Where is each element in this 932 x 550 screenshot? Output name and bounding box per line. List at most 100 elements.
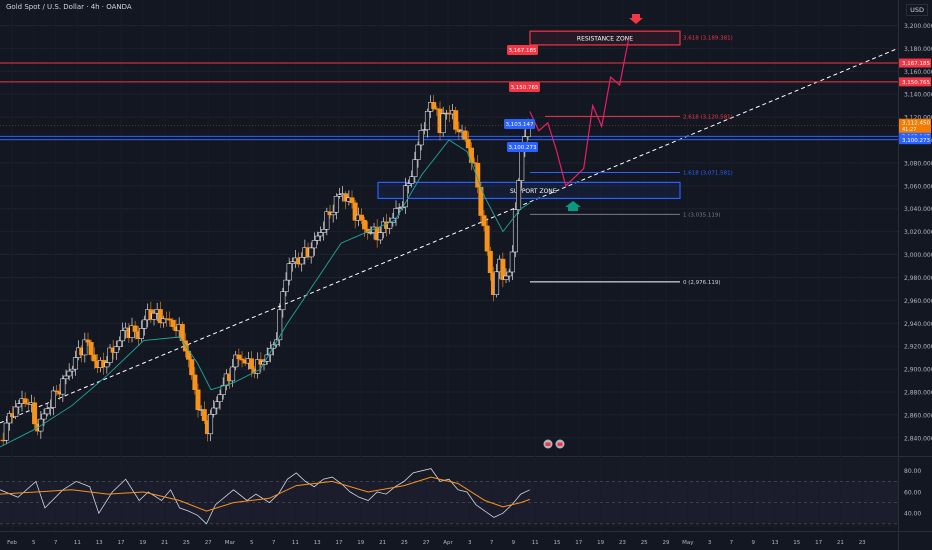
candle-body [66, 370, 72, 377]
time-tick-label: Feb [7, 540, 17, 546]
calendar-event-icon-flag [557, 442, 563, 446]
candle-body [230, 366, 236, 382]
chart-price-tag [509, 82, 540, 92]
currency-label: USD [906, 4, 928, 16]
candle-body [208, 414, 214, 435]
candle-body [220, 385, 226, 395]
time-tick-label: 11 [74, 540, 81, 546]
rsi-tick-label: 60.00 [904, 489, 921, 496]
candle-body [330, 212, 336, 216]
candle-body [516, 180, 522, 210]
chart-price-tag [507, 45, 538, 55]
candle-body [189, 359, 195, 376]
candle-body [506, 271, 512, 277]
time-tick-label: 17 [336, 540, 343, 546]
candle-body [336, 194, 342, 197]
candle-body [311, 240, 317, 249]
candle-body [157, 309, 163, 324]
candle-body [283, 279, 289, 292]
time-tick-label: 3 [468, 540, 472, 546]
time-tick-label: May [682, 540, 694, 546]
candle-body [201, 409, 207, 421]
candle-body [255, 359, 261, 374]
candle-body [6, 413, 12, 424]
candle-body [412, 159, 418, 177]
candle-body [409, 176, 415, 184]
price-tick-label: 2,960.000 [904, 298, 932, 305]
rsi-tick-label: 40.00 [904, 511, 921, 518]
candle-body [277, 309, 283, 341]
candle-body [358, 214, 364, 221]
candle-body [0, 439, 6, 442]
time-tick-label: 25 [641, 540, 648, 546]
candle-body [462, 130, 468, 140]
candle-body [475, 162, 481, 188]
projected-path [529, 39, 630, 187]
time-tick-label: 29 [663, 540, 670, 546]
time-tick-label: 7 [730, 540, 734, 546]
support-zone [377, 181, 681, 200]
price-tick-label: 3,060.000 [904, 183, 932, 190]
candle-body [509, 251, 515, 273]
candle-body [113, 346, 119, 353]
fib-level-label: 1.618 (3,071.581) [683, 171, 733, 177]
time-tick-label: 17 [118, 540, 125, 546]
time-tick-label: 13 [96, 540, 103, 546]
candle-body [138, 328, 144, 339]
candle-body [41, 413, 47, 420]
candle-body [333, 196, 339, 213]
candle-body [440, 113, 446, 134]
axis-price-badge [899, 135, 931, 145]
candle-body [424, 111, 430, 130]
candle-body [54, 390, 60, 393]
fib-level-label: 0 (2,976.119) [683, 280, 721, 286]
time-tick-label: 19 [139, 540, 146, 546]
chart-price-tag-label: 3,167.185 [509, 48, 537, 54]
chart-price-tag-label: 3,150.765 [511, 85, 539, 91]
candle-body [211, 407, 217, 415]
time-tick-label: 21 [161, 540, 168, 546]
axis-price-badge-label: 3,167.185 [902, 61, 930, 67]
time-tick-label: 27 [423, 540, 430, 546]
candle-body [170, 319, 176, 328]
candle-body [151, 312, 157, 320]
candle-body [116, 340, 122, 347]
price-tick-label: 3,120.000 [904, 115, 932, 122]
time-tick-label: 5 [32, 540, 36, 546]
candle-body [239, 358, 245, 361]
time-tick-label: 11 [292, 540, 299, 546]
candle-body [72, 357, 78, 370]
candle-body [503, 275, 509, 280]
chart-title: Gold Spot / U.S. Dollar · 4h · OANDA [6, 3, 132, 11]
axis-price-badge [899, 58, 931, 68]
price-tick-label: 3,080.000 [904, 160, 932, 167]
candle-body [352, 202, 358, 221]
candle-body [321, 229, 327, 233]
candle-body [396, 207, 402, 209]
candle-body [487, 250, 493, 274]
chart-price-tag [507, 142, 538, 152]
time-tick-label: 9 [512, 540, 516, 546]
candle-body [195, 389, 201, 410]
candle-body [494, 271, 500, 295]
candle-body [60, 378, 66, 395]
time-tick-label: 23 [859, 540, 866, 546]
candle-body [299, 257, 305, 265]
chart-price-tag [504, 119, 535, 129]
candle-body [104, 362, 110, 368]
candle-body [88, 342, 94, 355]
candle-body [160, 318, 166, 324]
price-tick-label: 2,980.000 [904, 275, 932, 282]
candle-body [236, 354, 242, 360]
candle-body [69, 368, 75, 372]
price-tick-label: 3,040.000 [904, 206, 932, 213]
candle-body [453, 110, 459, 130]
resistance-zone [529, 30, 681, 46]
candle-body [280, 291, 286, 311]
candle-body [91, 354, 97, 362]
candle-body [233, 354, 239, 368]
time-tick-label: 17 [575, 540, 582, 546]
price-tick-label: 3,160.000 [904, 69, 932, 76]
time-tick-label: 7 [54, 540, 58, 546]
